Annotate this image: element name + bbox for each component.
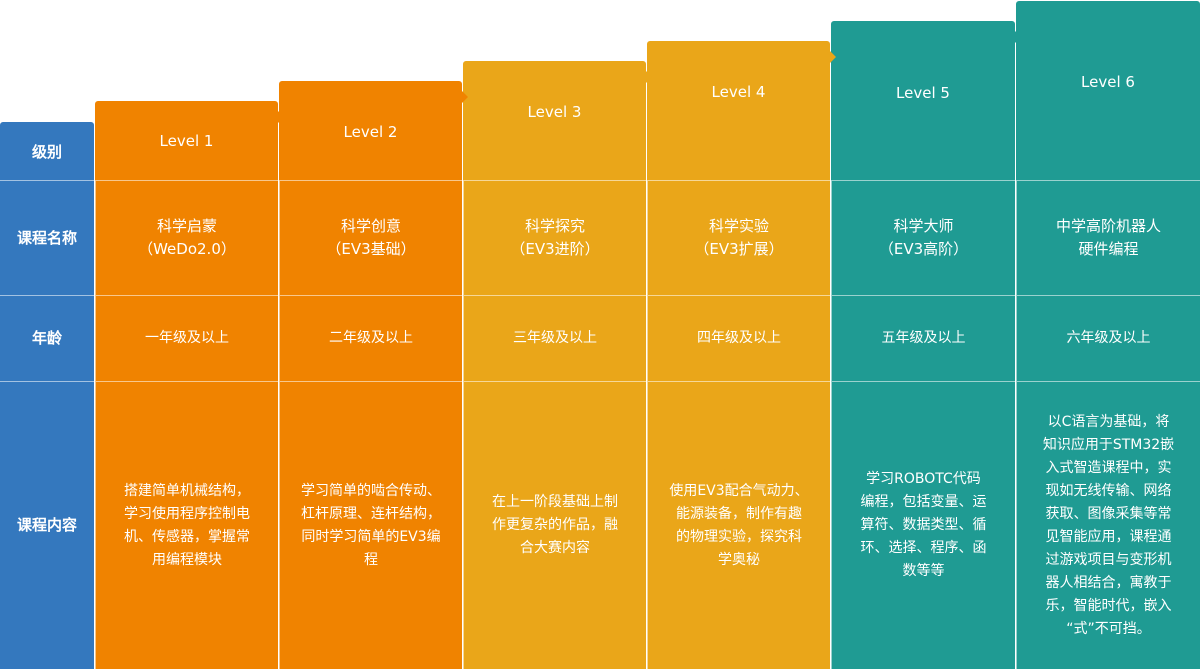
- level-age: 六年级及以上: [1016, 295, 1200, 381]
- level-age: 一年级及以上: [95, 295, 278, 381]
- row-label-level: 级别: [0, 122, 94, 180]
- level-column: Level 2 科学创意 （EV3基础） 二年级及以上 学习简单的啮合传动、 杠杆原理…: [279, 81, 468, 669]
- level-arrow-notch: [646, 71, 652, 83]
- level-column: Level 1 科学启蒙 （WeDo2.0） 一年级及以上 搭建简单机械结构， 学习使…: [95, 101, 284, 669]
- level-header: Level 6: [1016, 1, 1200, 180]
- level-age: 三年级及以上: [463, 295, 646, 381]
- level-age: 四年级及以上: [647, 295, 830, 381]
- row-label-name: 课程名称: [0, 180, 94, 295]
- level-content: 使用EV3配合气动力、 能源装备，制作有趣 的物理实验，探究科 学奥秘: [647, 381, 830, 669]
- level-age: 二年级及以上: [279, 295, 462, 381]
- level-column: Level 3 科学探究 （EV3进阶） 三年级及以上 在上一阶段基础上制 作更复杂的…: [463, 61, 652, 669]
- level-content: 在上一阶段基础上制 作更复杂的作品，融 合大赛内容: [463, 381, 646, 669]
- row-label-column: 级别 课程名称 年龄 课程内容: [0, 122, 94, 669]
- level-age: 五年级及以上: [831, 295, 1015, 381]
- level-name: 科学创意 （EV3基础）: [279, 180, 462, 295]
- level-name: 科学实验 （EV3扩展）: [647, 180, 830, 295]
- level-header: Level 5: [831, 21, 1015, 180]
- level-arrow-notch: [1015, 31, 1021, 43]
- level-header: Level 2: [279, 81, 462, 180]
- row-label-content: 课程内容: [0, 381, 94, 669]
- level-column: Level 5 科学大师 （EV3高阶） 五年级及以上 学习ROBOTC代码 编程，包…: [831, 21, 1021, 669]
- level-header: Level 1: [95, 101, 278, 180]
- row-label-age: 年龄: [0, 295, 94, 381]
- level-content: 搭建简单机械结构， 学习使用程序控制电 机、传感器，掌握常 用编程模块: [95, 381, 278, 669]
- level-content: 学习简单的啮合传动、 杠杆原理、连杆结构， 同时学习简单的EV3编 程: [279, 381, 462, 669]
- level-name: 科学启蒙 （WeDo2.0）: [95, 180, 278, 295]
- level-header: Level 4: [647, 41, 830, 180]
- level-name: 科学探究 （EV3进阶）: [463, 180, 646, 295]
- level-column: Level 4 科学实验 （EV3扩展） 四年级及以上 使用EV3配合气动力、 能源装…: [647, 41, 836, 669]
- level-arrow-notch: [278, 111, 284, 123]
- level-arrow-notch: [462, 91, 468, 103]
- level-name: 中学高阶机器人 硬件编程: [1016, 180, 1200, 295]
- level-content: 学习ROBOTC代码 编程，包括变量、运 算符、数据类型、循 环、选择、程序、函…: [831, 381, 1015, 669]
- level-content: 以C语言为基础，将 知识应用于STM32嵌 入式智造课程中，实 现如无线传输、网…: [1016, 381, 1200, 669]
- level-name: 科学大师 （EV3高阶）: [831, 180, 1015, 295]
- level-arrow-notch: [830, 51, 836, 63]
- level-column: Level 6 中学高阶机器人 硬件编程 六年级及以上 以C语言为基础，将 知识应用于…: [1016, 1, 1200, 669]
- level-header: Level 3: [463, 61, 646, 180]
